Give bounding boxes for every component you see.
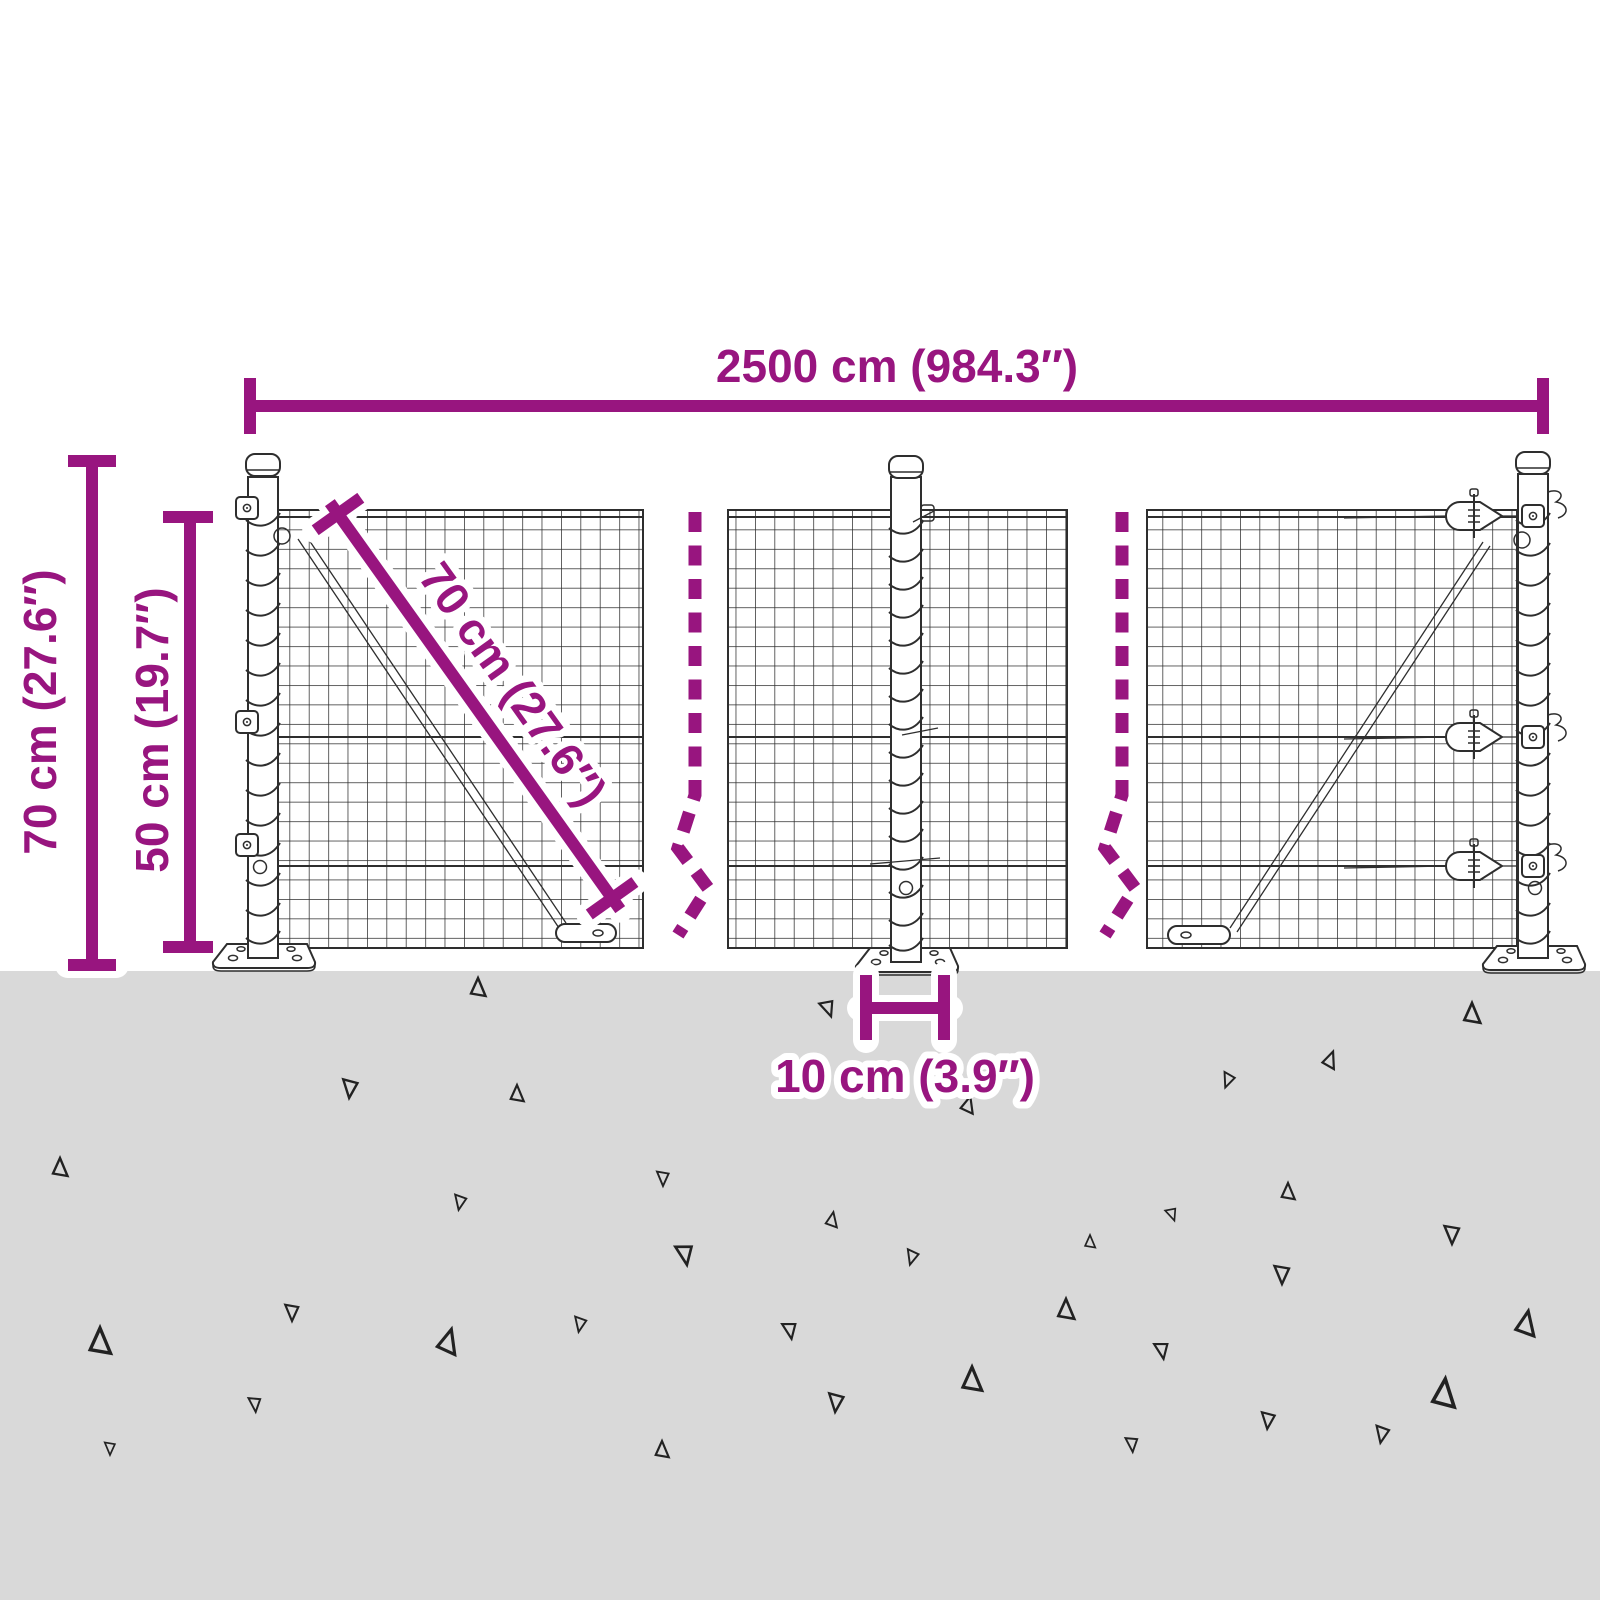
brace-left-panel bbox=[297, 533, 617, 943]
ground bbox=[0, 971, 1600, 1600]
break-line-left bbox=[670, 512, 716, 939]
dim-mesh-height: 50 cm (19.7″) bbox=[126, 511, 213, 953]
break-line-right bbox=[1097, 512, 1143, 939]
dim-total-height-label: 70 cm (27.6″) bbox=[14, 569, 66, 854]
post-left bbox=[211, 453, 317, 972]
dim-mesh-height-label: 50 cm (19.7″) bbox=[126, 587, 178, 872]
post-middle bbox=[854, 455, 960, 976]
dim-base-offset-label: 10 cm (3.9″) bbox=[775, 1050, 1035, 1102]
dim-base-offset: 10 cm (3.9″) bbox=[768, 962, 1042, 1109]
dim-total-width-label: 2500 cm (984.3″) bbox=[716, 340, 1078, 392]
post-right bbox=[1481, 451, 1587, 974]
dim-total-height: 70 cm (27.6″) bbox=[14, 455, 129, 978]
dim-total-width: 2500 cm (984.3″) bbox=[244, 340, 1549, 434]
